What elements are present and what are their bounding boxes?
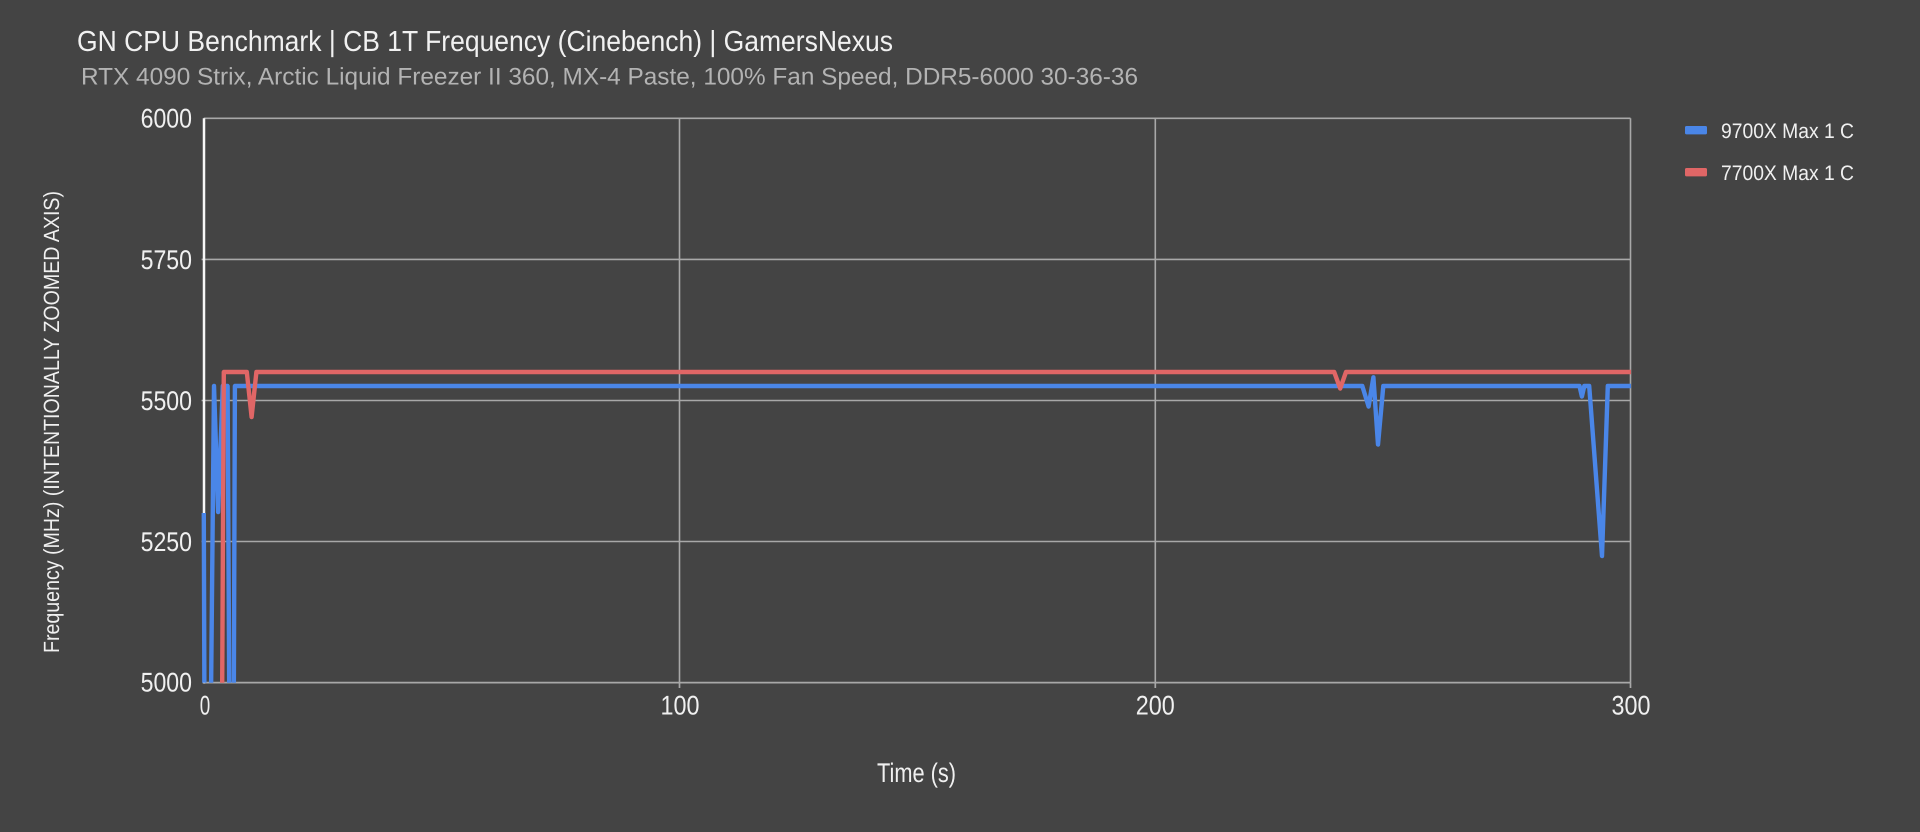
svg-text:9700X Max 1 C: 9700X Max 1 C — [1721, 120, 1854, 143]
svg-text:200: 200 — [1136, 691, 1175, 721]
svg-text:GN CPU Benchmark | CB 1T Frequ: GN CPU Benchmark | CB 1T Frequency (Cine… — [77, 26, 893, 58]
svg-text:RTX 4090 Strix, Arctic Liquid: RTX 4090 Strix, Arctic Liquid Freezer II… — [81, 64, 1138, 91]
svg-text:100: 100 — [661, 691, 700, 721]
svg-text:300: 300 — [1612, 691, 1651, 721]
svg-text:5500: 5500 — [141, 386, 192, 416]
svg-text:5250: 5250 — [141, 527, 192, 557]
svg-text:6000: 6000 — [141, 104, 192, 134]
svg-text:Time (s): Time (s) — [877, 758, 956, 788]
svg-text:Frequency (MHz) (INTENTIONALLY: Frequency (MHz) (INTENTIONALLY ZOOMED AX… — [39, 191, 64, 653]
svg-text:0: 0 — [200, 691, 211, 721]
svg-text:7700X Max 1 C: 7700X Max 1 C — [1721, 162, 1854, 185]
svg-text:5750: 5750 — [141, 245, 192, 275]
svg-text:5000: 5000 — [141, 668, 192, 698]
